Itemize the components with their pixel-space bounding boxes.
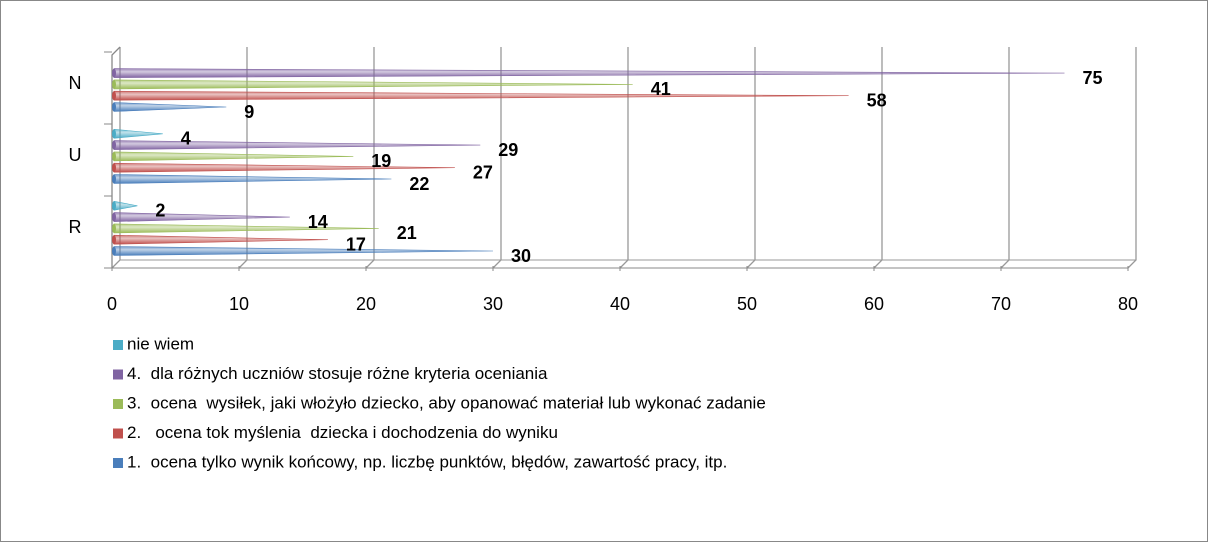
bar-base [112,68,116,78]
legend-label: 2. ocena tok myślenia dziecka i dochodze… [127,423,558,442]
bar-base [112,140,116,150]
data-label: 17 [346,234,366,254]
bar-base [112,223,116,233]
data-label: 58 [867,90,887,110]
legend-label: 3. ocena wysiłek, jaki włożyło dziecko, … [127,393,766,412]
data-label: 21 [397,223,417,243]
y-tick-label: R [69,217,82,237]
legend-label: 4. dla różnych uczniów stosuje różne kry… [127,364,548,383]
data-label: 14 [308,212,328,232]
y-axis [111,46,121,268]
data-label: 29 [498,140,518,160]
legend-swatch [113,369,123,380]
bar-base [112,201,116,211]
data-label: 19 [371,151,391,171]
bar-base [112,151,116,161]
bar-base [112,174,116,184]
legend-swatch [113,340,123,350]
data-label: 4 [181,129,191,149]
data-label: 2 [155,201,165,221]
x-tick-label: 0 [107,294,117,314]
bar-base [112,212,116,222]
data-label: 27 [473,162,493,182]
data-label: 75 [1083,68,1103,88]
bar-base [112,79,116,89]
legend-swatch [113,458,123,468]
bar-base [112,102,116,112]
legend-swatch [113,428,123,439]
legend-label: nie wiem [127,334,194,353]
x-tick-label: 30 [483,294,503,314]
x-tick-label: 40 [610,294,630,314]
data-label: 30 [511,246,531,266]
x-tick-label: 60 [864,294,884,314]
bar-base [112,163,116,173]
bar-base [112,129,116,139]
y-tick-label: U [69,145,82,165]
bar-base [112,91,116,101]
data-label: 9 [244,102,254,122]
bar-base [112,235,116,245]
y-tick-label: N [69,73,82,93]
x-tick-label: 10 [229,294,249,314]
legend-label: 1. ocena tylko wynik końcowy, np. liczbę… [127,452,727,471]
x-tick-label: 70 [991,294,1011,314]
legend-swatch [113,399,123,409]
x-tick-label: 20 [356,294,376,314]
x-tick-label: 80 [1118,294,1138,314]
data-label: 41 [651,79,671,99]
x-tick-label: 50 [737,294,757,314]
data-label: 22 [409,174,429,194]
bar-base [112,246,116,256]
